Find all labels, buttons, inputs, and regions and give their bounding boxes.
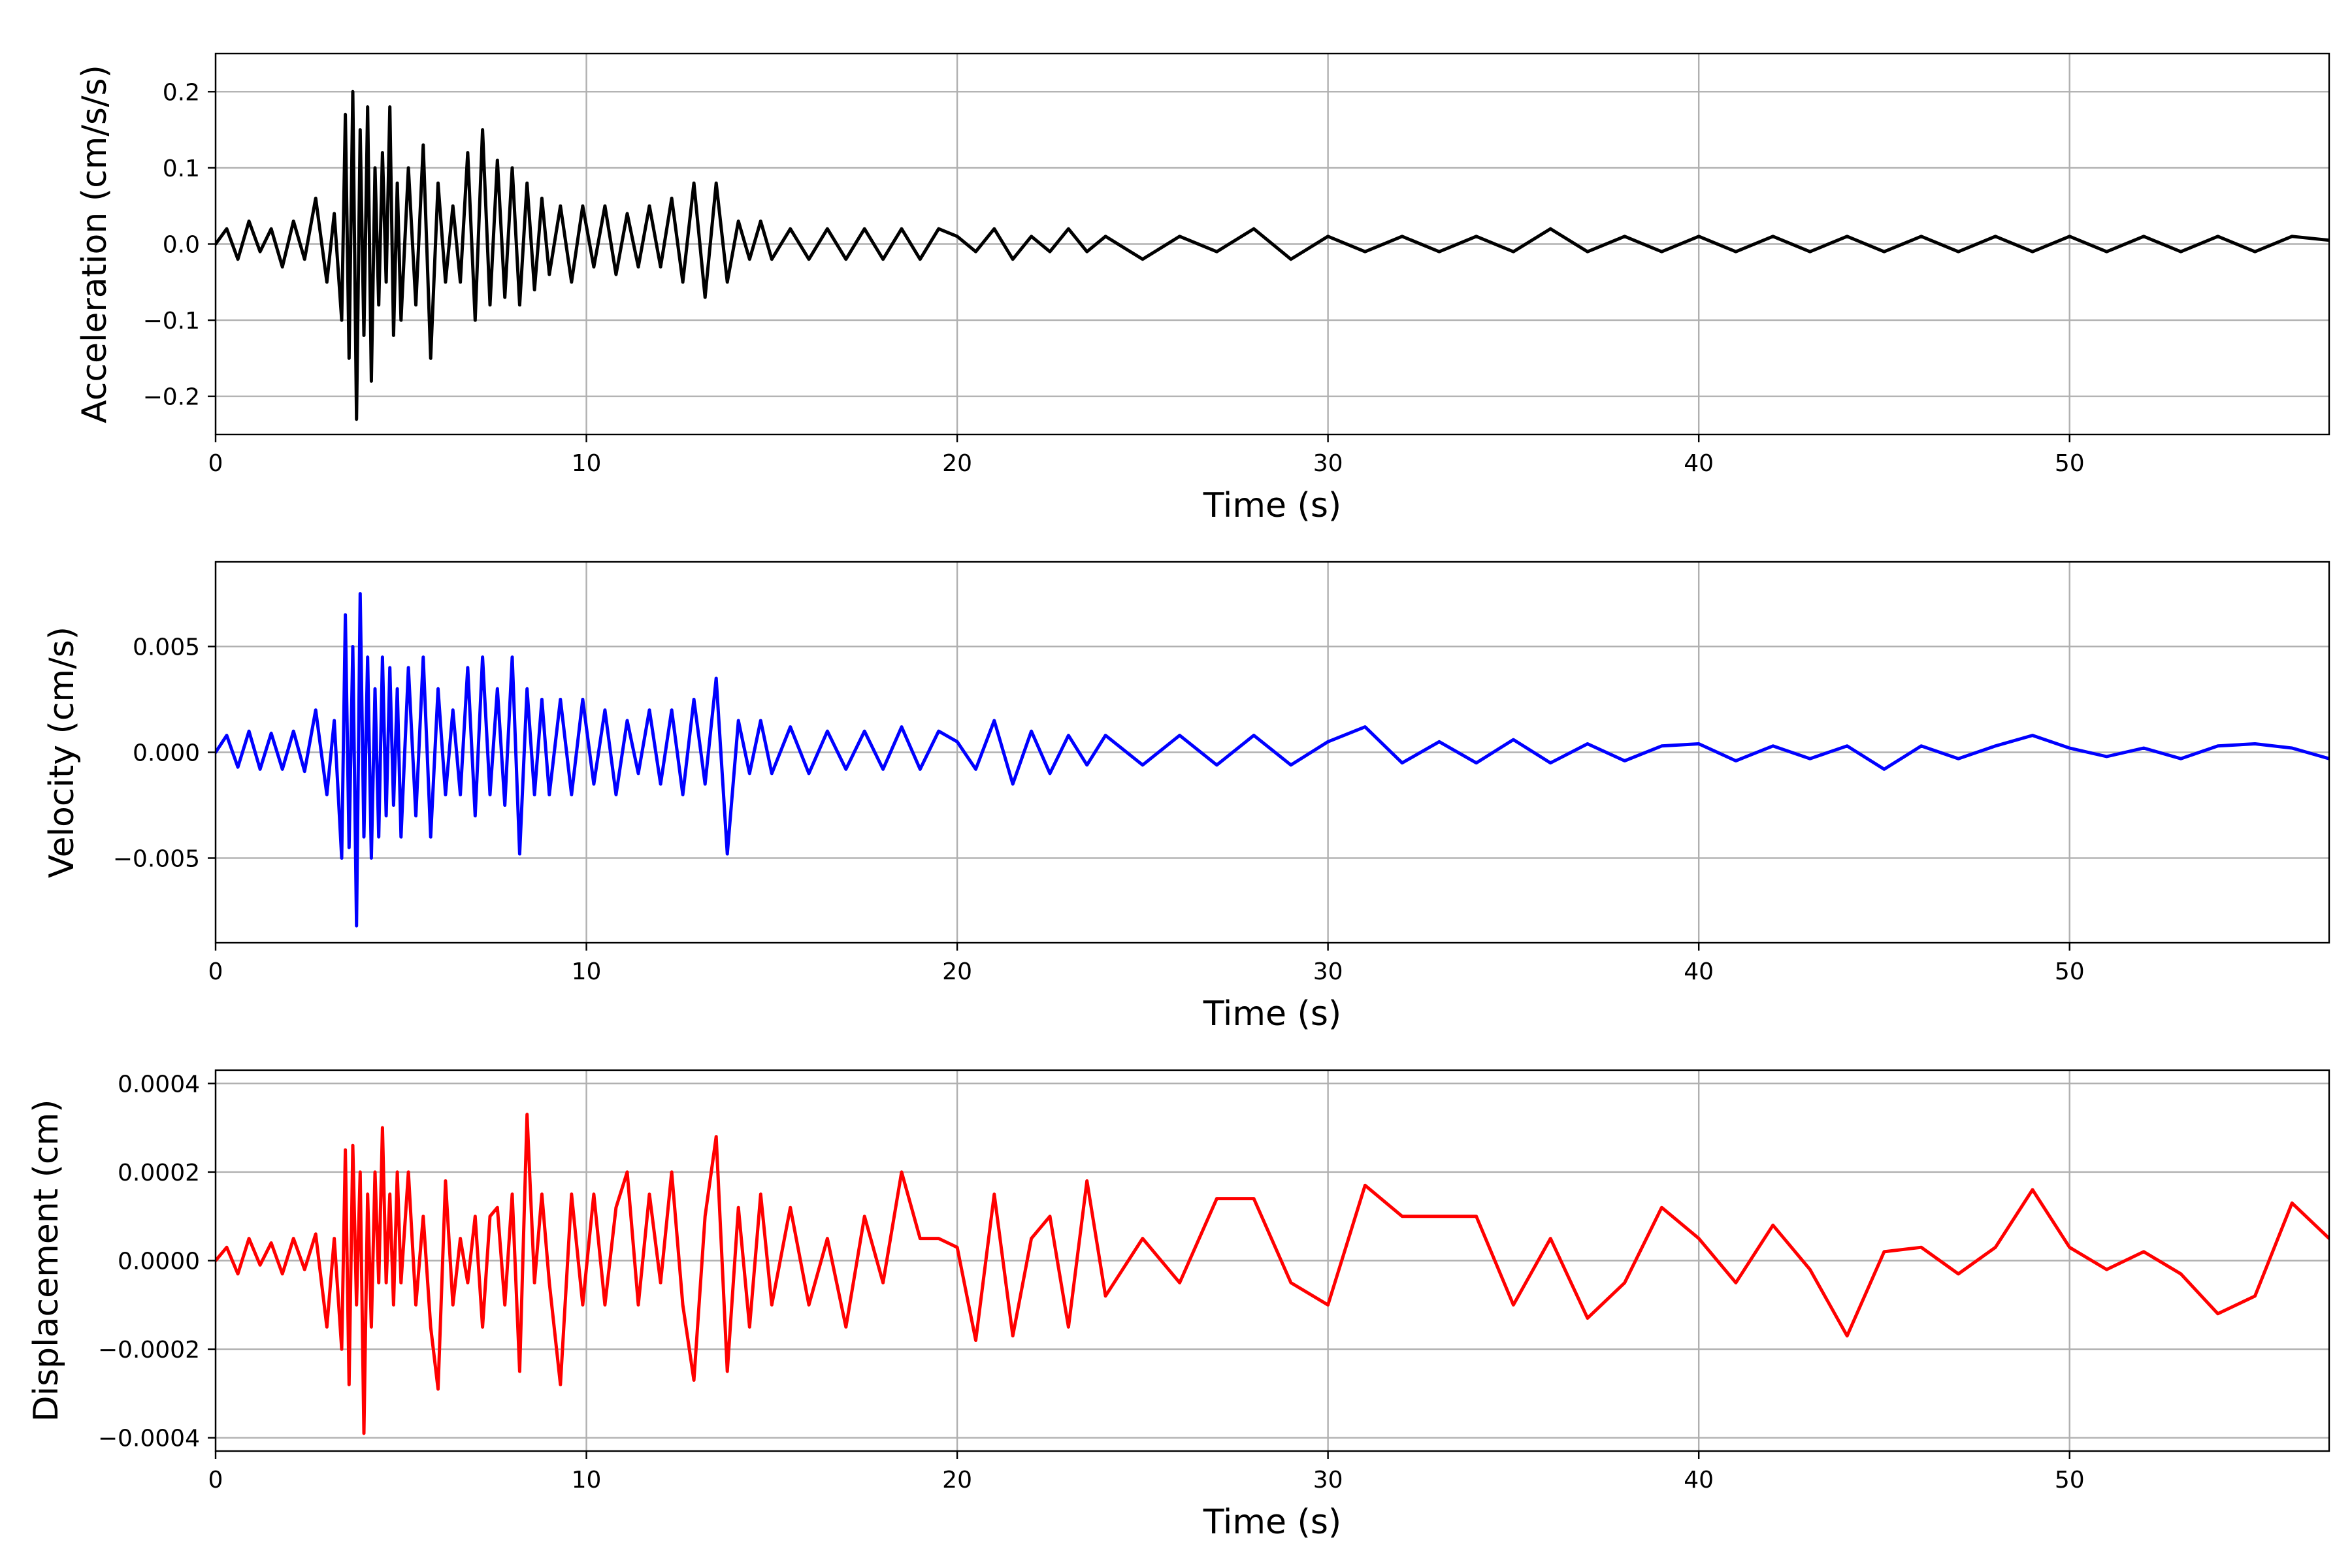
- velocity-y-axis-label: Velocity (cm/s): [42, 627, 82, 878]
- displacement-y-tick-label: −0.0004: [98, 1426, 200, 1452]
- velocity-y-tick-label: 0.005: [133, 634, 200, 661]
- velocity-x-tick-label: 20: [942, 958, 972, 985]
- acceleration-x-axis-label: Time (s): [1203, 486, 1341, 525]
- velocity-x-tick-label: 30: [1313, 958, 1343, 985]
- acceleration-y-tick-label: 0.1: [163, 155, 200, 182]
- velocity-series-line: [216, 592, 2329, 928]
- velocity-y-tick-label: −0.005: [113, 845, 200, 872]
- velocity-panel: 0 10 20 30 40 50 −0.005 0.000 0.005 Time (s) Veloc…: [42, 561, 2330, 1034]
- displacement-x-axis-label: Time (s): [1203, 1503, 1341, 1542]
- velocity-x-tick-label: 10: [572, 958, 602, 985]
- acceleration-series-line: [216, 90, 2329, 421]
- acceleration-x-tick-label: 10: [572, 450, 602, 477]
- displacement-y-tick-label: 0.0002: [118, 1160, 200, 1186]
- acceleration-panel: 0 10 20 30 40 50 −0.2 −0.1 0.0 0.1 0.2 Time (s) Acce…: [75, 52, 2330, 525]
- displacement-x-tick-label: 0: [208, 1467, 223, 1494]
- velocity-x-tick-label: 50: [2055, 958, 2085, 985]
- acceleration-y-tick-label: −0.2: [143, 384, 200, 411]
- acceleration-x-tick-label: 0: [208, 450, 223, 477]
- displacement-x-tick-label: 50: [2055, 1467, 2085, 1494]
- displacement-y-axis-label: Displacement (cm): [27, 1100, 66, 1422]
- acceleration-x-tick-label: 40: [1684, 450, 1714, 477]
- acceleration-x-tick-label: 20: [942, 450, 972, 477]
- acceleration-y-tick-label: 0.0: [163, 232, 200, 259]
- velocity-y-tick-label: 0.000: [133, 740, 200, 767]
- displacement-series-line: [216, 1113, 2329, 1435]
- acceleration-x-tick-label: 30: [1313, 450, 1343, 477]
- displacement-x-tick-label: 20: [942, 1467, 972, 1494]
- acceleration-x-tick-label: 50: [2055, 450, 2085, 477]
- velocity-x-axis-label: Time (s): [1203, 994, 1341, 1034]
- displacement-x-tick-label: 30: [1313, 1467, 1343, 1494]
- velocity-x-tick-label: 40: [1684, 958, 1714, 985]
- acceleration-y-axis-label: Acceleration (cm/s/s): [75, 65, 114, 423]
- displacement-x-tick-label: 40: [1684, 1467, 1714, 1494]
- displacement-y-tick-label: 0.0004: [118, 1071, 200, 1098]
- displacement-panel: 0 10 20 30 40 50 −0.0004 −0.0002 0.0000 0.0002 0.0…: [27, 1069, 2330, 1542]
- velocity-x-tick-label: 0: [208, 958, 223, 985]
- displacement-y-tick-label: −0.0002: [98, 1337, 200, 1364]
- displacement-y-tick-label: 0.0000: [118, 1249, 200, 1275]
- acceleration-y-tick-label: 0.2: [163, 79, 200, 106]
- displacement-x-tick-label: 10: [572, 1467, 602, 1494]
- acceleration-y-tick-label: −0.1: [143, 308, 200, 335]
